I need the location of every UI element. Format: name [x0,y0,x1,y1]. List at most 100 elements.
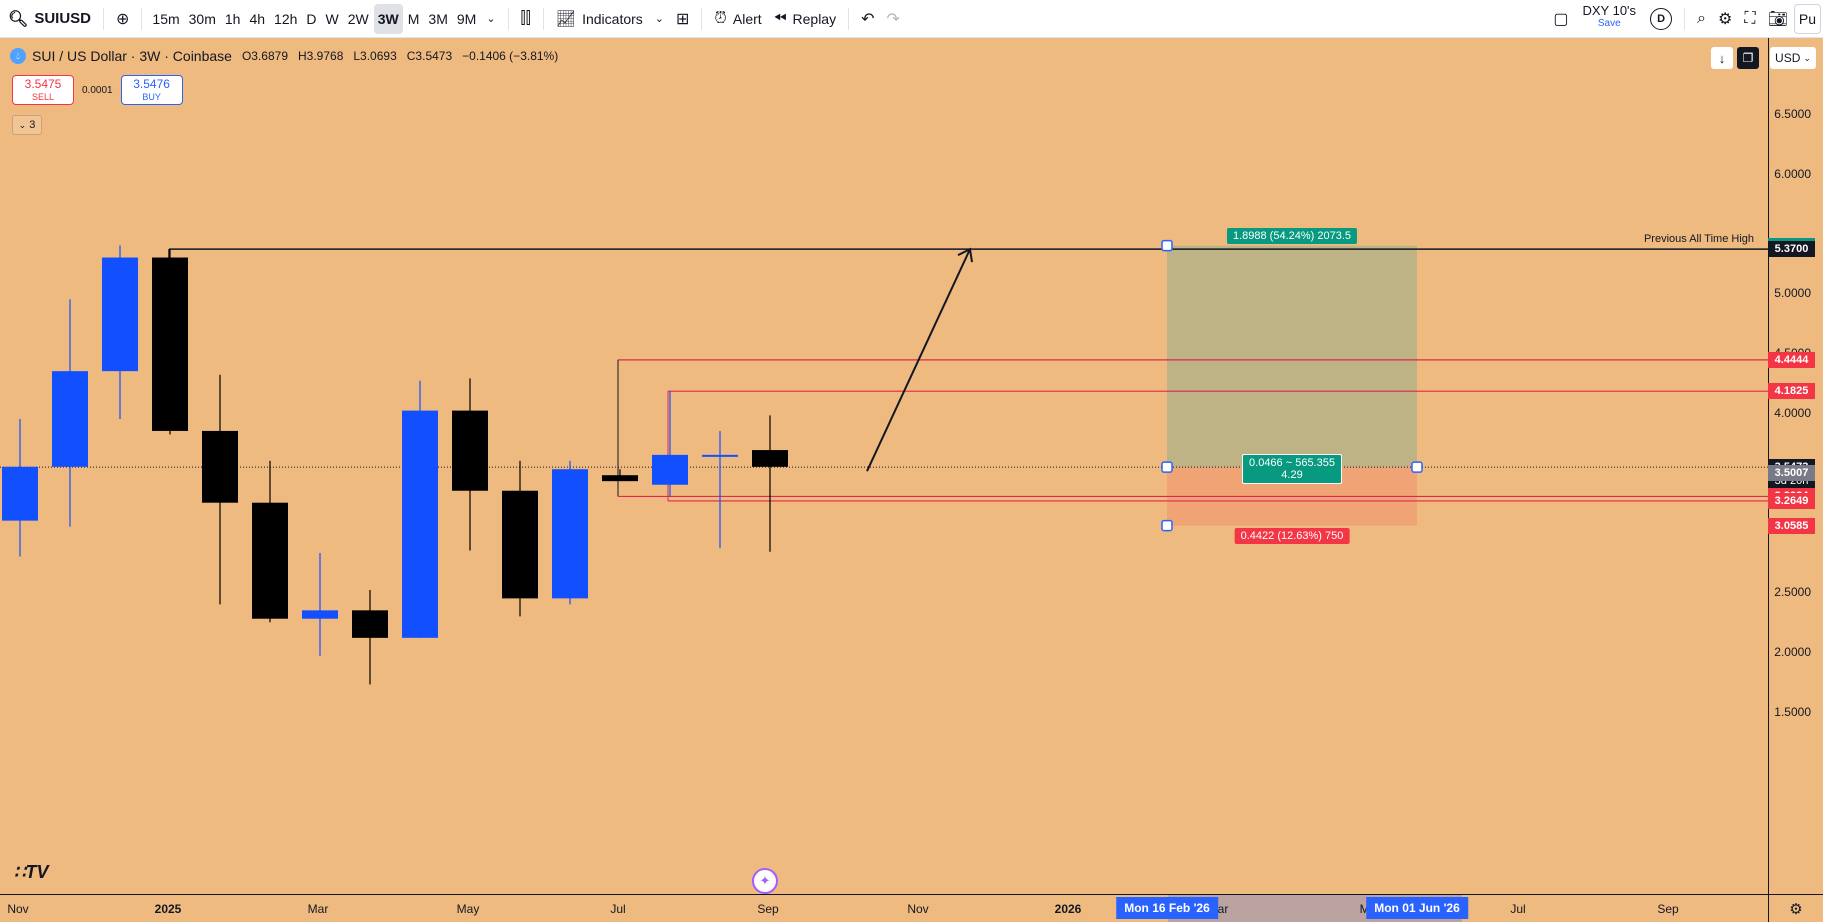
drag-handle[interactable] [1161,519,1173,532]
gear-icon: ⚙︎ [1789,900,1803,918]
scale-settings-button[interactable]: ⚙︎ [1768,894,1823,922]
user-avatar-button[interactable]: D [1644,4,1678,34]
time-tick: May [456,902,480,916]
price-badge: 3.5007 [1768,464,1815,481]
timeframe-3m[interactable]: 3M [428,10,448,27]
candle-body [752,450,788,467]
timeframe-1h[interactable]: 1h [224,10,241,27]
stop-label: 0.4422 (12.63%) 750 [1234,527,1350,544]
quick-search-button[interactable]: ⌕ [1691,4,1712,34]
legend-high: H3.9768 [298,49,344,63]
price-badge-value: 5.3700 [1774,243,1809,256]
timeframe-dropdown-button[interactable]: ⌄ [480,4,501,34]
price-badge: 4.4444 [1768,351,1815,368]
indicators-button[interactable]: 📈︎ Indicators [550,4,649,34]
sell-price: 3.5475 [24,77,62,91]
tradingview-logo[interactable]: ∷TV [14,862,49,882]
undo-icon: ↶ [861,10,875,28]
candle-body [402,410,438,638]
buy-label: BUY [142,92,161,102]
price-badge-value: 4.1825 [1774,385,1809,398]
drag-handle[interactable] [1411,461,1423,473]
indicators-dropdown-button[interactable]: ⌄ [649,4,670,34]
snapshot-button[interactable]: 📷︎ [1762,4,1794,34]
legend-title[interactable]: SUI / US Dollar · 3W · Coinbase [32,48,232,64]
sparkle-icon[interactable]: ✦ [752,868,778,894]
candle-body [252,502,288,619]
timeframe-30m[interactable]: 30m [188,10,216,27]
projection-arrow [866,248,971,472]
candles-icon: ⫿⫿ [520,9,531,27]
price-badge: 3.0585 [1768,517,1815,534]
timeframe-d[interactable]: D [306,10,317,27]
currency-button[interactable]: USD ⌄ [1770,47,1816,69]
time-scale[interactable]: Nov2025MarMayJulSepNov2026MarMaJulSepMon… [0,894,1768,922]
entry-label-line1: 0.0466 ~ 565.355 [1249,457,1335,470]
alert-button[interactable]: ⏰︎ Alert [708,4,767,34]
indicators-collapse-button[interactable]: ⌄ 3 [12,115,42,135]
timeframe-9m[interactable]: 9M [456,10,477,27]
settings-button[interactable]: ⚙︎ [1712,4,1738,34]
publish-label: Pu [1798,10,1816,27]
chevron-down-icon: ⌄ [486,13,496,25]
avatar: D [1650,7,1673,30]
layout-name: DXY 10's [1582,2,1637,18]
alarm-clock-icon: ⏰︎ [714,9,727,27]
redo-button[interactable]: ↷ [881,4,906,34]
drag-handle[interactable] [1161,461,1173,473]
entry-label-line2: 4.29 [1281,469,1303,482]
symbol-label: SUIUSD [34,10,91,27]
drag-handle[interactable] [1161,239,1173,252]
chart-canvas[interactable] [0,38,1768,894]
candle-body [52,371,88,467]
undo-button[interactable]: ↶ [855,4,880,34]
divider [848,7,850,30]
candle-body [102,257,138,372]
fullscreen-button[interactable]: ⛶ [1738,4,1761,34]
top-toolbar: 🔍︎ SUIUSD ⊕ 15m 30m 1h 4h 12h D W 2W 3W M 3M 9M ⌄ ⫿… [0,0,1823,38]
timeframe-15m[interactable]: 15m [152,10,180,27]
spread-value: 0.0001 [82,84,113,96]
price-badge-value: 3.5007 [1774,466,1809,479]
timeframe-4h[interactable]: 4h [249,10,266,27]
replay-label: Replay [792,10,837,27]
replay-button[interactable]: ⏪︎ Replay [768,4,842,34]
chart-legend: 💧︎ SUI / US Dollar · 3W · Coinbase O3.68… [10,48,558,64]
rewind-icon: ⏪︎ [773,9,787,27]
timeframe-12h[interactable]: 12h [274,10,298,27]
candle-body [652,454,688,485]
candle-body [602,475,638,482]
timeframe-m[interactable]: M [407,10,420,27]
divider [1684,7,1686,30]
price-tick: 2.0000 [1774,645,1811,660]
maximize-pane-button[interactable]: ❐ [1737,47,1759,69]
arrow-down-icon: ↓ [1718,50,1726,66]
timeframe-list: 15m 30m 1h 4h 12h D W 2W 3W M 3M 9M [148,3,480,34]
chevron-down-icon: ⌄ [18,119,27,130]
time-tick: 2026 [1054,902,1082,916]
arrow-head [957,247,973,263]
time-tick: 2025 [154,902,182,916]
add-symbol-button[interactable]: ⊕ [110,4,135,34]
candle-body [452,410,488,491]
buy-button[interactable]: 3.5476 BUY [120,75,183,105]
candle-body [702,454,738,457]
sell-button[interactable]: 3.5475 SELL [12,75,74,105]
publish-button[interactable]: Pu [1793,3,1821,34]
price-tick: 2.5000 [1774,585,1811,600]
layout-templates-button[interactable]: ⊞ [670,4,695,34]
indicator-count: 3 [29,119,36,131]
chart-pane[interactable]: 💧︎ SUI / US Dollar · 3W · Coinbase O3.68… [0,38,1768,894]
symbol-search-button[interactable]: 🔍︎ SUIUSD [0,4,97,34]
layout-square-button[interactable]: ▢ [1547,4,1574,34]
timeframe-w[interactable]: W [325,10,339,27]
time-tick: Nov [907,902,929,916]
divider [507,7,509,30]
timeframe-3w[interactable]: 3W [373,3,403,34]
layout-name-button[interactable]: DXY 10's Save [1574,4,1644,34]
scroll-to-realtime-button[interactable]: ↓ [1711,47,1733,69]
price-badge: 5.3700 [1768,241,1815,258]
timeframe-2w[interactable]: 2W [347,10,369,27]
chart-type-button[interactable]: ⫿⫿ [515,4,537,34]
time-tick: Sep [757,902,779,916]
